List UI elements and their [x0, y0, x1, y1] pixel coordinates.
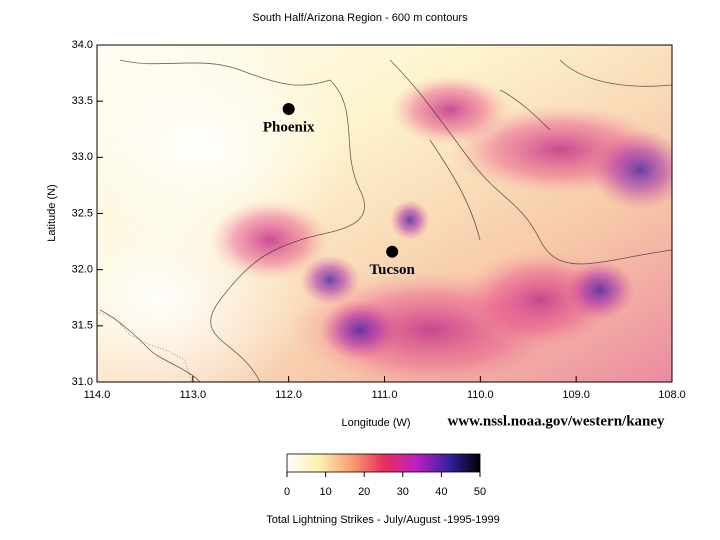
y-tick-label: 31.5 — [72, 320, 93, 332]
y-tick-label: 34.0 — [72, 39, 93, 51]
chart-title: South Half/Arizona Region - 600 m contou… — [252, 12, 468, 24]
city-label: Phoenix — [263, 119, 315, 135]
credit: www.nssl.noaa.gov/western/kaney — [447, 413, 665, 429]
x-tick-label: 112.0 — [275, 389, 302, 401]
y-tick-label: 33.5 — [72, 95, 93, 107]
y-tick-label: 33.0 — [72, 151, 93, 163]
x-tick-label: 108.0 — [658, 389, 686, 401]
y-axis-label: Latitude (N) — [46, 184, 58, 241]
colorbar-tick-label: 30 — [397, 486, 409, 498]
x-tick-label: 109.0 — [562, 389, 590, 401]
heatmap — [97, 45, 672, 382]
y-tick-label: 31.0 — [72, 376, 93, 388]
x-tick-label: 113.0 — [179, 389, 206, 401]
colorbar-tick-label: 40 — [435, 486, 447, 498]
y-tick-label: 32.5 — [72, 207, 93, 219]
x-tick-label: 110.0 — [467, 389, 494, 401]
city-marker — [282, 103, 295, 116]
colorbar-tick-label: 0 — [284, 486, 290, 498]
colorbar-label: Total Lightning Strikes - July/August -1… — [266, 514, 500, 526]
y-tick-label: 32.0 — [72, 264, 93, 276]
x-axis-label: Longitude (W) — [341, 417, 410, 429]
x-tick-label: 111.0 — [372, 389, 398, 401]
city-marker — [386, 245, 399, 258]
colorbar-tick-label: 20 — [358, 486, 370, 498]
city-label: Tucson — [370, 262, 416, 278]
colorbar-tick-label: 50 — [474, 486, 486, 498]
x-tick-label: 114.0 — [84, 389, 111, 401]
colorbar-tick-label: 10 — [319, 486, 331, 498]
colorbar — [286, 453, 481, 473]
